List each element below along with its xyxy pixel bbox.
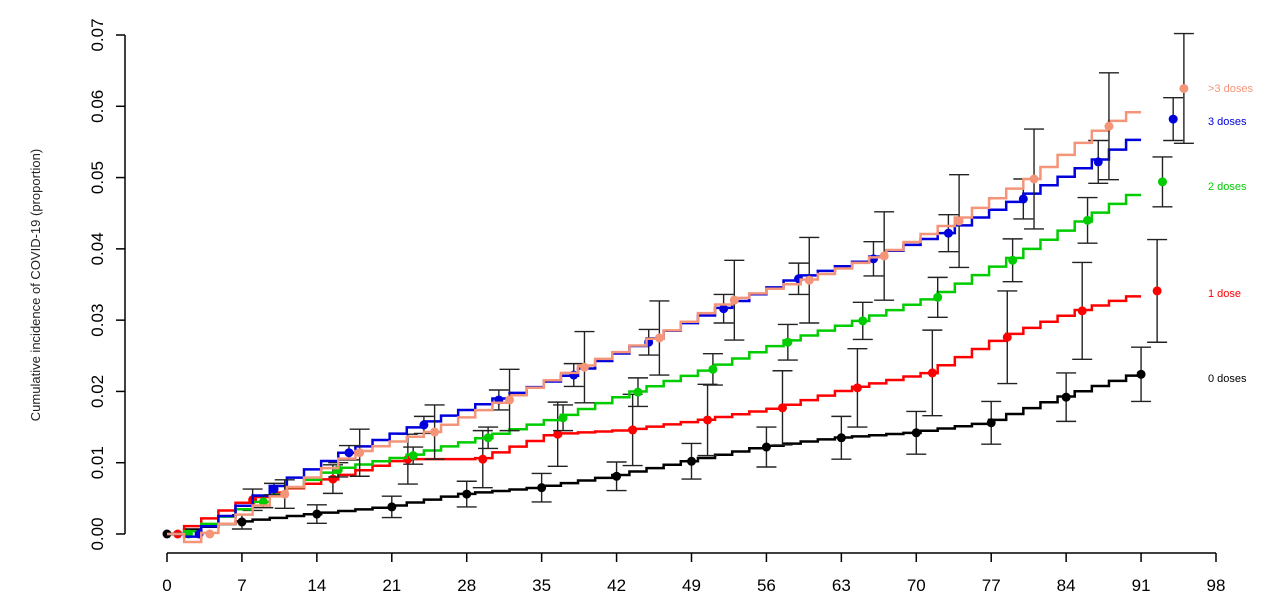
data-point [205,529,215,539]
data-point [933,292,943,302]
data-point [879,251,889,261]
series-0-doses [162,346,1152,539]
x-tick-label: 28 [457,576,476,595]
x-tick-label: 56 [757,576,776,595]
data-point [553,429,563,439]
data-point [1168,114,1178,124]
x-tick-label: 0 [162,576,171,595]
data-point [986,418,996,428]
data-point [258,497,268,507]
data-point [537,483,547,493]
data-point [478,454,488,464]
series-label-gt3-doses: >3 doses [1208,83,1253,95]
data-point [1002,332,1012,342]
x-tick-label: 35 [532,576,551,595]
series-3-doses [167,97,1184,539]
data-point [312,509,322,519]
data-point [419,420,429,430]
data-point [462,489,472,499]
data-point [1157,177,1167,187]
data-point [430,427,440,437]
data-point [761,442,771,452]
x-tick-label: 7 [237,576,246,595]
x-tick-label: 14 [307,576,326,595]
data-point [703,415,713,425]
step-curve [167,374,1142,536]
series-label-0-doses: 0 doses [1208,373,1247,385]
data-point [328,474,338,484]
step-curve [167,110,1142,544]
y-tick-label: 0.02 [88,375,107,408]
series-label-2-doses: 2 doses [1208,181,1247,193]
data-point [687,456,696,466]
data-point [1136,369,1146,379]
data-point [1029,174,1039,184]
y-tick-label: 0.03 [88,304,107,337]
data-point [1077,306,1087,316]
x-tick-label: 21 [382,576,401,595]
data-point [1179,83,1189,93]
y-tick-label: 0.01 [88,446,107,479]
data-point [719,304,729,314]
data-point [708,364,718,374]
data-point [1083,215,1093,225]
data-point [911,428,921,438]
data-point [1093,157,1103,167]
data-point [579,362,589,372]
data-point [612,471,622,481]
x-tick-label: 63 [832,576,851,595]
data-point [729,295,739,305]
x-tick-label: 49 [682,576,701,595]
data-point [927,368,937,378]
data-point [505,395,515,405]
data-point [852,383,862,393]
y-tick-label: 0.00 [88,517,107,550]
series--3-doses [167,32,1194,544]
axes: Cumulative incidence of COVID-19 (propor… [28,35,1216,554]
y-tick-label: 0.07 [88,18,107,51]
x-tick-label: 70 [907,576,926,595]
y-axis-label: Cumulative incidence of COVID-19 (propor… [28,149,43,421]
y-tick-label: 0.04 [88,232,107,265]
data-point [783,337,793,347]
data-point [1008,255,1018,265]
series-2-doses [167,156,1173,539]
series-label-1-dose: 1 dose [1208,288,1241,300]
series-1-dose [167,238,1168,539]
series-label-3-doses: 3 doses [1208,116,1247,128]
y-tick-label: 0.05 [88,161,107,194]
data-point [858,316,868,326]
data-point [237,517,247,527]
data-point [633,387,643,397]
x-tick-label: 91 [1132,576,1151,595]
data-point [628,425,638,435]
data-point [1152,286,1162,296]
x-tick-label: 77 [982,576,1001,595]
data-point [280,489,290,499]
data-point [1061,392,1071,402]
x-tick-label: 98 [1207,576,1226,595]
x-tick-label: 84 [1057,576,1076,595]
step-curve [167,295,1142,536]
data-point [558,413,568,423]
data-point [1018,194,1028,204]
data-point [777,403,787,413]
data-point [943,228,953,238]
data-point [804,275,814,285]
data-point [1104,121,1114,131]
data-point [836,433,846,443]
y-tick-label: 0.06 [88,90,107,123]
data-point [355,448,365,458]
data-point [654,333,664,343]
data-point [344,448,354,458]
data-point [483,433,493,443]
data-point [408,451,418,461]
data-point [387,502,397,512]
x-tick-label: 42 [607,576,626,595]
data-point [954,216,964,226]
data-point [269,484,279,494]
